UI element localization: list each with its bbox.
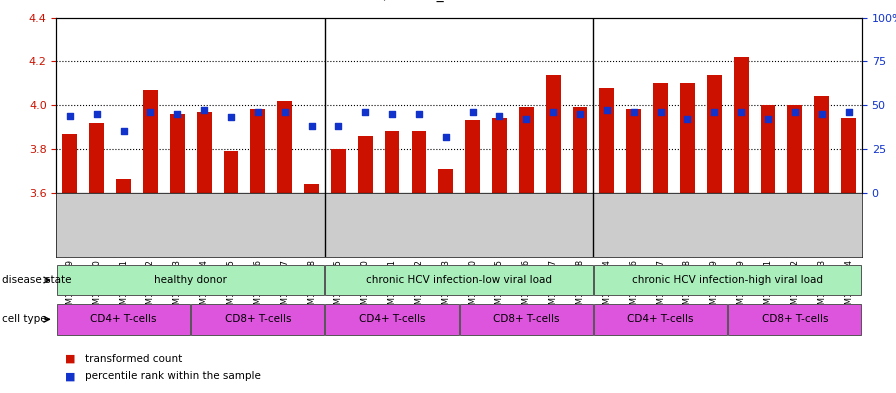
Point: [788, 109, 802, 115]
Bar: [594, 304, 728, 335]
Point: [358, 109, 373, 115]
Bar: [224, 151, 238, 193]
Point: [653, 109, 668, 115]
Bar: [594, 264, 861, 296]
Point: [680, 116, 694, 122]
Point: [707, 109, 721, 115]
Point: [305, 123, 319, 129]
Bar: [573, 107, 588, 193]
Text: healthy donor: healthy donor: [154, 275, 228, 285]
Point: [761, 116, 775, 122]
Bar: [728, 304, 861, 335]
Point: [626, 109, 641, 115]
Bar: [143, 90, 158, 193]
Point: [519, 116, 533, 122]
Text: CD4+ T-cells: CD4+ T-cells: [90, 314, 157, 324]
Bar: [814, 96, 829, 193]
Point: [599, 107, 614, 114]
Point: [63, 112, 77, 119]
Point: [439, 134, 453, 140]
Bar: [277, 101, 292, 193]
Text: chronic HCV infection-high viral load: chronic HCV infection-high viral load: [633, 275, 823, 285]
Bar: [788, 105, 802, 193]
Point: [734, 109, 748, 115]
Text: CD8+ T-cells: CD8+ T-cells: [225, 314, 291, 324]
Point: [278, 109, 292, 115]
Bar: [438, 169, 453, 193]
Bar: [197, 112, 211, 193]
Text: transformed count: transformed count: [85, 354, 183, 364]
Bar: [325, 264, 593, 296]
Bar: [492, 118, 507, 193]
Text: chronic HCV infection-low viral load: chronic HCV infection-low viral load: [366, 275, 552, 285]
Text: CD8+ T-cells: CD8+ T-cells: [493, 314, 560, 324]
Bar: [384, 131, 400, 193]
Bar: [653, 83, 668, 193]
Bar: [707, 75, 721, 193]
Bar: [680, 83, 694, 193]
Bar: [734, 57, 748, 193]
Point: [492, 112, 506, 119]
Bar: [116, 180, 131, 193]
Text: ■: ■: [65, 371, 76, 381]
Point: [814, 111, 829, 117]
Text: GDS4880 / 37004_at: GDS4880 / 37004_at: [314, 0, 457, 2]
Bar: [626, 110, 642, 193]
Text: cell type: cell type: [2, 314, 47, 324]
Point: [170, 111, 185, 117]
Bar: [761, 105, 775, 193]
Point: [197, 107, 211, 114]
Bar: [465, 120, 480, 193]
Point: [251, 109, 265, 115]
Point: [332, 123, 346, 129]
Bar: [325, 304, 459, 335]
Bar: [191, 304, 324, 335]
Point: [385, 111, 400, 117]
Point: [546, 109, 560, 115]
Bar: [90, 123, 104, 193]
Text: ■: ■: [65, 354, 76, 364]
Bar: [411, 131, 426, 193]
Text: percentile rank within the sample: percentile rank within the sample: [85, 371, 261, 381]
Text: disease state: disease state: [2, 275, 72, 285]
Bar: [519, 107, 534, 193]
Bar: [841, 118, 856, 193]
Bar: [251, 110, 265, 193]
Point: [465, 109, 479, 115]
Bar: [599, 88, 615, 193]
Bar: [546, 75, 561, 193]
Text: CD4+ T-cells: CD4+ T-cells: [627, 314, 694, 324]
Point: [116, 128, 131, 134]
Bar: [331, 149, 346, 193]
Bar: [304, 184, 319, 193]
Bar: [460, 304, 593, 335]
Bar: [170, 114, 185, 193]
Point: [143, 109, 158, 115]
Point: [841, 109, 856, 115]
Bar: [63, 134, 77, 193]
Bar: [57, 264, 324, 296]
Text: CD8+ T-cells: CD8+ T-cells: [762, 314, 828, 324]
Point: [90, 111, 104, 117]
Point: [224, 114, 238, 121]
Bar: [358, 136, 373, 193]
Point: [573, 111, 587, 117]
Text: CD4+ T-cells: CD4+ T-cells: [358, 314, 426, 324]
Point: [412, 111, 426, 117]
Bar: [57, 304, 190, 335]
